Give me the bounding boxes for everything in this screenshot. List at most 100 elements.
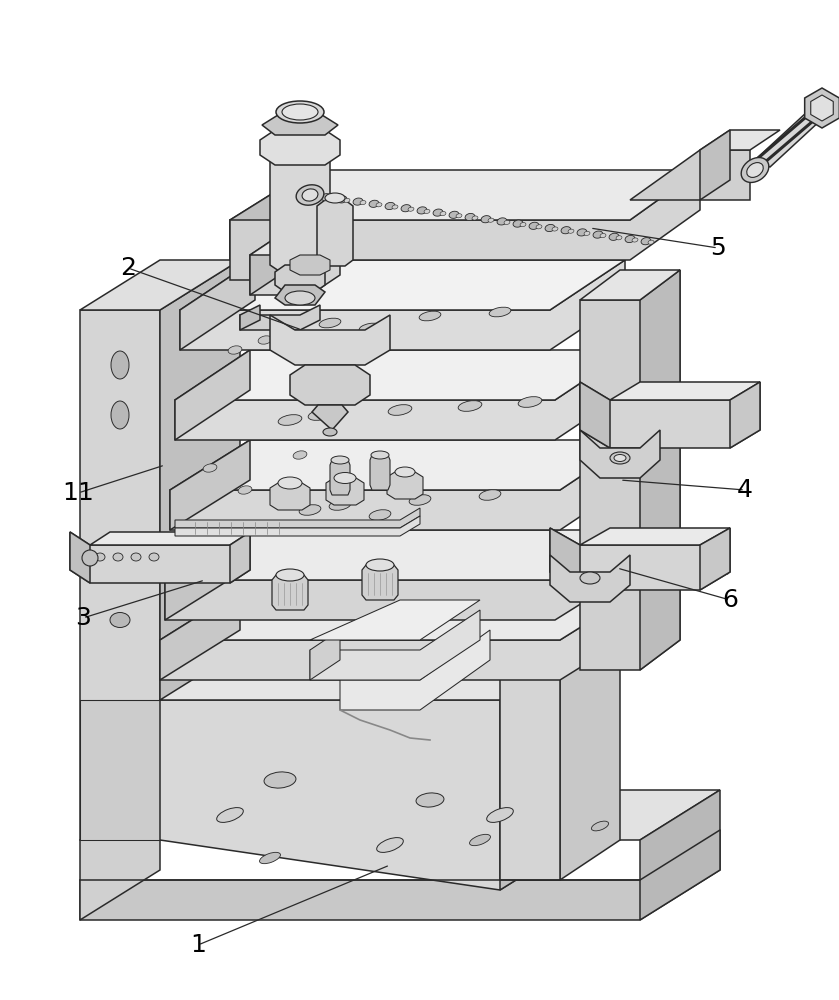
Ellipse shape [278, 477, 302, 489]
Ellipse shape [433, 209, 443, 216]
Polygon shape [310, 630, 340, 680]
Polygon shape [250, 235, 340, 255]
Ellipse shape [359, 323, 381, 333]
Ellipse shape [458, 401, 482, 411]
Polygon shape [240, 305, 260, 330]
Ellipse shape [376, 203, 382, 207]
Ellipse shape [609, 233, 619, 240]
Polygon shape [70, 532, 90, 583]
Polygon shape [175, 508, 420, 528]
Polygon shape [340, 630, 490, 710]
Ellipse shape [472, 216, 478, 220]
Ellipse shape [392, 205, 398, 209]
Polygon shape [175, 350, 630, 440]
Polygon shape [550, 528, 580, 590]
Ellipse shape [149, 553, 159, 561]
Text: 1: 1 [190, 933, 206, 957]
Polygon shape [275, 285, 325, 305]
Ellipse shape [479, 490, 501, 500]
Polygon shape [160, 590, 240, 680]
Polygon shape [387, 472, 423, 499]
Polygon shape [175, 516, 420, 536]
Ellipse shape [276, 569, 304, 581]
Ellipse shape [369, 200, 379, 207]
Polygon shape [700, 528, 730, 590]
Ellipse shape [641, 238, 651, 245]
Polygon shape [560, 600, 620, 880]
Polygon shape [330, 460, 350, 495]
Ellipse shape [353, 198, 363, 205]
Ellipse shape [388, 405, 412, 415]
Ellipse shape [369, 510, 391, 520]
Polygon shape [250, 235, 280, 295]
Polygon shape [640, 790, 720, 920]
Polygon shape [500, 640, 560, 880]
Ellipse shape [489, 307, 511, 317]
Text: 3: 3 [75, 606, 91, 630]
Polygon shape [310, 610, 480, 680]
Ellipse shape [323, 428, 337, 436]
Ellipse shape [591, 821, 608, 831]
Ellipse shape [488, 218, 494, 222]
Ellipse shape [568, 229, 574, 233]
Ellipse shape [131, 553, 141, 561]
Ellipse shape [360, 201, 366, 205]
Polygon shape [262, 115, 338, 135]
Polygon shape [230, 220, 280, 280]
Ellipse shape [420, 311, 440, 321]
Ellipse shape [325, 193, 345, 203]
Polygon shape [230, 170, 310, 260]
Ellipse shape [529, 222, 539, 229]
Ellipse shape [545, 224, 555, 232]
Polygon shape [550, 555, 630, 602]
Text: 11: 11 [62, 481, 94, 505]
Ellipse shape [614, 454, 626, 462]
Ellipse shape [238, 486, 252, 494]
Polygon shape [80, 260, 240, 310]
Ellipse shape [302, 189, 318, 201]
Ellipse shape [285, 291, 315, 305]
Polygon shape [580, 430, 660, 478]
Polygon shape [730, 382, 760, 448]
Ellipse shape [282, 104, 318, 120]
Ellipse shape [470, 834, 491, 846]
Ellipse shape [416, 793, 444, 807]
Ellipse shape [625, 235, 635, 243]
Polygon shape [312, 405, 348, 430]
Polygon shape [80, 830, 720, 920]
Ellipse shape [536, 225, 542, 229]
Ellipse shape [329, 500, 351, 510]
Ellipse shape [371, 451, 389, 459]
Polygon shape [80, 310, 160, 840]
Polygon shape [270, 315, 390, 365]
Ellipse shape [328, 196, 334, 200]
Polygon shape [700, 130, 780, 150]
Polygon shape [160, 590, 640, 640]
Ellipse shape [293, 451, 307, 459]
Polygon shape [270, 145, 330, 275]
Polygon shape [290, 255, 330, 275]
Ellipse shape [561, 227, 571, 234]
Ellipse shape [593, 231, 603, 238]
Ellipse shape [580, 572, 600, 584]
Polygon shape [640, 270, 680, 670]
Polygon shape [180, 260, 625, 350]
Polygon shape [180, 260, 255, 350]
Ellipse shape [417, 207, 427, 214]
Ellipse shape [305, 191, 315, 199]
Ellipse shape [259, 852, 280, 864]
Polygon shape [500, 600, 620, 640]
Polygon shape [810, 95, 833, 121]
Ellipse shape [616, 236, 622, 240]
Polygon shape [175, 350, 630, 400]
Polygon shape [165, 530, 635, 580]
Ellipse shape [497, 218, 507, 225]
Ellipse shape [440, 212, 446, 216]
Polygon shape [165, 530, 635, 620]
Ellipse shape [264, 772, 296, 788]
Polygon shape [370, 455, 390, 490]
Ellipse shape [216, 808, 243, 822]
Text: 4: 4 [737, 478, 753, 502]
Polygon shape [160, 590, 640, 680]
Ellipse shape [113, 553, 123, 561]
